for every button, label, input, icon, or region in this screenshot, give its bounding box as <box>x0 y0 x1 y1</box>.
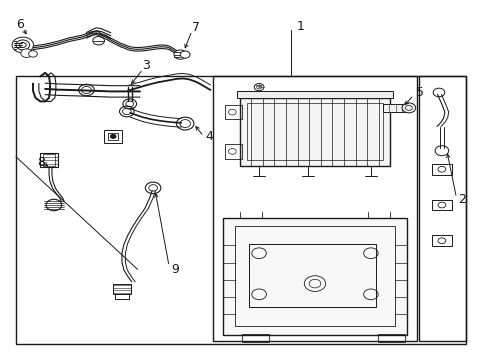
Text: 5: 5 <box>415 86 423 99</box>
Circle shape <box>29 51 37 57</box>
Bar <box>104 130 122 143</box>
Bar <box>224 105 242 119</box>
Circle shape <box>401 103 415 113</box>
Circle shape <box>174 50 186 59</box>
Circle shape <box>12 37 33 53</box>
Text: 7: 7 <box>191 21 200 33</box>
Bar <box>382 104 407 112</box>
Bar <box>108 133 118 140</box>
Bar <box>242 334 268 342</box>
Bar <box>43 154 55 166</box>
Bar <box>377 334 404 342</box>
Text: 8: 8 <box>37 156 45 168</box>
Bar <box>246 103 382 160</box>
Bar <box>16 76 465 344</box>
Text: 1: 1 <box>296 20 304 33</box>
Bar <box>224 144 242 158</box>
Bar <box>431 235 451 246</box>
Circle shape <box>110 134 116 139</box>
Text: 4: 4 <box>205 130 213 143</box>
Text: 6: 6 <box>16 18 24 31</box>
Circle shape <box>21 49 32 58</box>
Bar <box>249 244 375 307</box>
Bar <box>418 76 465 341</box>
Text: 2: 2 <box>458 193 466 206</box>
Bar <box>222 217 407 336</box>
Bar <box>237 91 392 98</box>
Bar <box>212 76 416 341</box>
Bar <box>239 98 389 166</box>
Circle shape <box>180 51 190 58</box>
Bar <box>234 226 394 327</box>
Bar <box>113 284 130 294</box>
Text: 9: 9 <box>171 263 179 276</box>
Text: 3: 3 <box>142 59 150 72</box>
Bar <box>40 153 58 167</box>
Bar <box>431 200 451 210</box>
Bar <box>431 164 451 175</box>
Bar <box>115 294 128 299</box>
